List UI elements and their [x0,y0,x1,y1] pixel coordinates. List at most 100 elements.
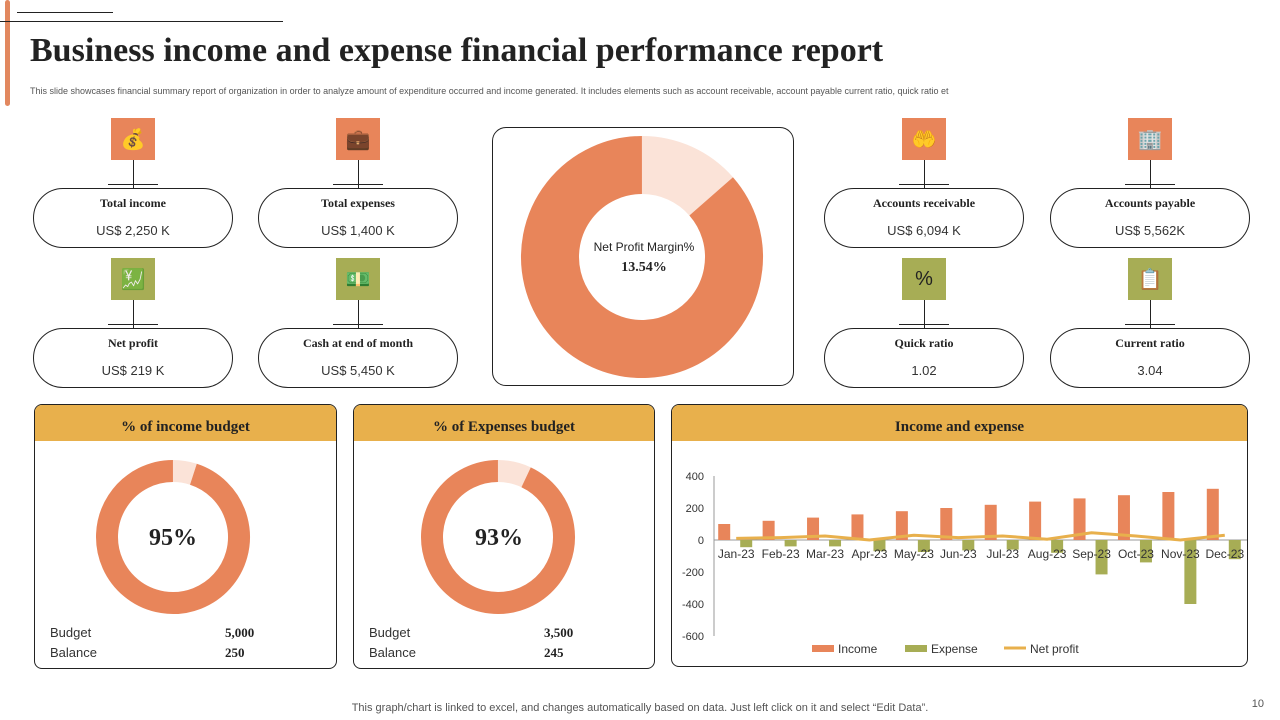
connector [1150,324,1151,328]
kpi-card: Cash at end of month US$ 5,450 K [258,328,458,388]
x-tick-label: Jan-23 [718,547,755,561]
expense-bar [1139,540,1152,563]
connector [1150,184,1151,188]
decor-line [17,12,113,13]
panel-title: % of income budget [35,405,336,441]
kpi-value: US$ 2,250 K [96,223,170,238]
expense-bar [1095,540,1108,575]
x-tick-label: May-23 [894,547,934,561]
balance-value: 245 [544,645,564,660]
connector [924,300,925,324]
decor-line [0,21,283,22]
income-budget-percent: 95% [149,525,197,551]
kpi-card: Net profit US$ 219 K [33,328,233,388]
kpi-value: US$ 1,400 K [321,223,395,238]
donut-remaining-segment [172,460,197,485]
expense-bar [784,540,797,547]
expense-bar [740,540,753,548]
kpi-label: Accounts receivable [872,196,976,210]
expense-bar [873,540,886,552]
budget-label: Budget [369,625,411,640]
coins-growth-icon: 💹 [111,258,155,300]
expense-bar [1228,540,1241,560]
income-bar [940,508,953,540]
income-bar [807,517,820,540]
x-tick-label: Jun-23 [940,547,977,561]
x-tick-label: Oct-23 [1118,547,1154,561]
connector [358,184,359,188]
connector [133,324,134,328]
cash-icon: 💵 [336,258,380,300]
expense-bar [962,540,975,551]
kpi-value: 3.04 [1137,363,1163,378]
income-budget-donut [96,460,250,614]
y-tick-label: 200 [686,503,704,515]
income-bar [1117,495,1130,540]
kpi-card: Total income US$ 2,250 K [33,188,233,248]
expense-bar [1006,540,1019,550]
connector [924,184,925,188]
budget-label: Budget [50,625,92,640]
kpi-card: Total expenses US$ 1,400 K [258,188,458,248]
income-expense-panel: Income and expense 400 200 0 -200 -400 -600 Ja… [671,404,1248,667]
donut-remaining-segment [497,460,531,488]
income-bar [895,511,908,540]
balance-label: Balance [50,645,97,660]
page-number: 10 [1251,698,1264,710]
y-tick-label: 400 [686,471,704,483]
kpi-value: US$ 5,562K [1114,223,1186,238]
connector [133,184,134,188]
income-bar [1206,488,1219,540]
connector [1150,160,1151,184]
kpi-label: Total expenses [321,196,395,210]
x-tick-label: Dec-23 [1205,547,1244,561]
income-bar [1162,492,1175,540]
kpi-label: Total income [100,196,166,210]
y-tick-label: -600 [682,631,704,643]
y-tick-label: -200 [682,567,704,579]
expense-bar [917,540,930,552]
kpi-value: US$ 5,450 K [321,363,395,378]
kpi-card: Quick ratio 1.02 [824,328,1024,388]
connector [1150,300,1151,324]
legend-label: Income [838,642,878,656]
budget-value: 3,500 [544,625,574,640]
connector [133,300,134,324]
kpi-label: Accounts payable [1104,196,1196,210]
income-bar [1073,498,1086,540]
x-tick-label: Jul-23 [986,547,1019,561]
kpi-label: Current ratio [1115,336,1185,350]
balance-label: Balance [369,645,416,660]
x-tick-label: Feb-23 [762,547,800,561]
income-expense-chart: 400 200 0 -200 -400 -600 Jan-23 Feb-23 Mar-23 Apr… [682,471,1247,656]
kpi-value: US$ 6,094 K [887,223,961,238]
chart-title: Income and expense [672,405,1247,441]
net-profit-margin-donut [521,136,763,378]
legend-label: Net profit [1030,642,1079,656]
connector [133,160,134,184]
percent-icon: % [902,258,946,300]
hand-money-icon: 🤲 [902,118,946,160]
expense-bar [1051,540,1064,553]
npm-remaining-segment [521,136,763,378]
expense-budget-percent: 93% [475,525,523,551]
page-title: Business income and expense financial pe… [30,32,884,69]
connector [924,324,925,328]
kpi-label: Quick ratio [894,336,954,350]
connector [358,160,359,184]
x-tick-label: Apr-23 [851,547,887,561]
income-bar [851,514,864,540]
income-bar [718,524,731,540]
kpi-value: US$ 219 K [101,363,165,378]
npm-value: 13.54% [621,260,667,275]
legend-swatch [905,645,927,652]
net-profit-margin-panel: Net Profit Margin% 13.54% [492,127,794,386]
building-icon: 🏢 [1128,118,1172,160]
y-tick-label: 0 [698,535,704,547]
panel-title: % of Expenses budget [354,405,654,441]
x-tick-label: Aug-23 [1028,547,1067,561]
x-tick-label: Mar-23 [806,547,844,561]
npm-profit-segment [640,136,733,217]
donut-filled-segment [421,460,575,614]
kpi-card: Current ratio 3.04 [1050,328,1250,388]
